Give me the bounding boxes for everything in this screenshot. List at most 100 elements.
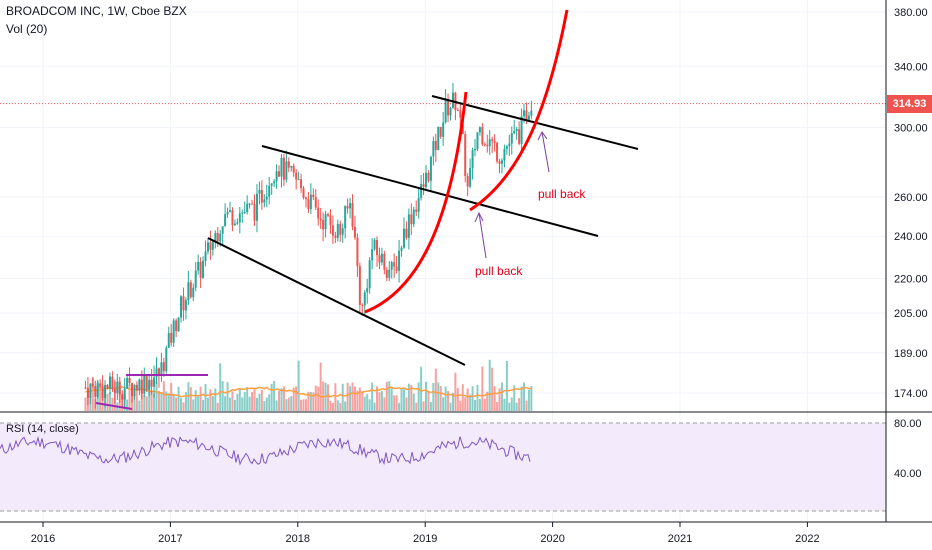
volume-bar: [170, 383, 173, 411]
volume-bar: [231, 391, 234, 411]
volume-bar: [297, 360, 300, 411]
volume-bar: [295, 386, 298, 411]
volume-bar: [282, 386, 285, 411]
candle-body: [295, 172, 298, 180]
volume-bar: [314, 385, 317, 411]
candle-body: [292, 165, 295, 173]
volume-legend[interactable]: Vol (20): [6, 22, 48, 36]
candle-body: [128, 377, 131, 383]
volume-bar: [388, 381, 391, 411]
volume-bar: [451, 392, 454, 411]
symbol-legend[interactable]: BROADCOM INC, 1W, Cboe BZX: [6, 4, 187, 18]
rsi-tick-label: 80.00: [894, 418, 922, 430]
trendline-drawings: pull back pull back: [95, 9, 639, 410]
candle-body: [400, 247, 403, 251]
volume-bar: [148, 383, 151, 411]
volume-bar: [513, 385, 516, 411]
volume-bar: [268, 394, 271, 411]
candle-body: [525, 110, 528, 121]
candle-body: [282, 157, 285, 180]
candle-body: [209, 242, 212, 250]
volume-bar: [304, 399, 307, 411]
candle-body: [349, 203, 352, 209]
volume-bar: [302, 399, 305, 411]
volume-bar: [255, 397, 258, 411]
candle-body: [187, 282, 190, 301]
volume-bar: [292, 387, 295, 411]
volume-bar: [510, 397, 513, 411]
candle-body: [459, 110, 462, 118]
candle-body: [255, 193, 258, 221]
candle-body: [429, 156, 432, 181]
candle-body: [427, 172, 430, 181]
candle-body: [383, 253, 386, 270]
volume-bar: [420, 366, 423, 411]
price-tick-label: 189.00: [894, 348, 928, 360]
candle-body: [126, 377, 129, 389]
volume-bar: [444, 386, 447, 411]
candle-body: [99, 383, 102, 387]
volume-bar: [184, 392, 187, 411]
candle-body: [358, 266, 361, 305]
volume-bar: [508, 402, 511, 411]
candle-body: [170, 332, 173, 343]
volume-bar: [214, 388, 217, 411]
candle-body: [530, 110, 533, 116]
time-axis[interactable]: 2016 2017 2018 2019 2020 2021 2022: [31, 522, 820, 545]
volume-bar: [216, 402, 219, 411]
time-tick-label: 2016: [31, 533, 55, 545]
candle-body: [155, 368, 158, 378]
volume-bar: [402, 389, 405, 411]
volume-bar: [483, 398, 486, 411]
candle-body: [243, 212, 246, 214]
candle-body: [508, 143, 511, 147]
candle-body: [385, 269, 388, 278]
candle-body: [331, 225, 334, 236]
candle-body: [118, 381, 121, 395]
volume-bar: [361, 391, 364, 411]
volume-bar: [525, 400, 528, 411]
candle-body: [510, 133, 513, 144]
price-tick-label: 220.00: [894, 274, 928, 286]
candle-body: [175, 320, 178, 332]
candle-body: [327, 214, 330, 216]
candle-body: [412, 209, 415, 225]
volume-bar: [229, 397, 232, 411]
volume-bar: [280, 388, 283, 411]
candle-body: [405, 228, 408, 238]
volume-bar: [429, 401, 432, 411]
candle-body: [500, 160, 503, 164]
candle-body: [258, 189, 261, 194]
volume-bar: [248, 396, 251, 411]
rsi-legend[interactable]: RSI (14, close): [6, 423, 79, 435]
volume-bar: [126, 399, 129, 411]
volume-bar: [285, 399, 288, 411]
volume-bar: [356, 390, 359, 411]
candle-body: [410, 214, 413, 225]
candle-body: [216, 232, 219, 242]
volume-bar: [523, 382, 526, 411]
candle-body: [145, 375, 148, 390]
candle-body: [513, 131, 516, 134]
volume-bar: [143, 395, 146, 411]
candle-body: [157, 368, 160, 376]
volume-bar: [415, 402, 418, 411]
volume-bar: [434, 368, 437, 411]
candle-body: [437, 126, 440, 150]
volume-bar: [135, 399, 138, 411]
volume-bar: [380, 391, 383, 411]
candle-body: [322, 220, 325, 230]
candle-body: [241, 212, 244, 214]
volume-bar: [99, 385, 102, 411]
volume-bar: [442, 397, 445, 411]
candle-body: [96, 383, 99, 397]
candlestick-series: [84, 82, 533, 409]
price-axis[interactable]: 380.00 340.00 300.00 260.00 240.00 220.00 205.…: [894, 7, 928, 400]
volume-bar: [437, 382, 440, 411]
candle-body: [488, 139, 491, 147]
volume-bar: [447, 390, 450, 411]
candle-body: [233, 223, 236, 226]
volume-bar: [454, 372, 457, 411]
rsi-axis[interactable]: 80.00 40.00: [894, 418, 922, 480]
